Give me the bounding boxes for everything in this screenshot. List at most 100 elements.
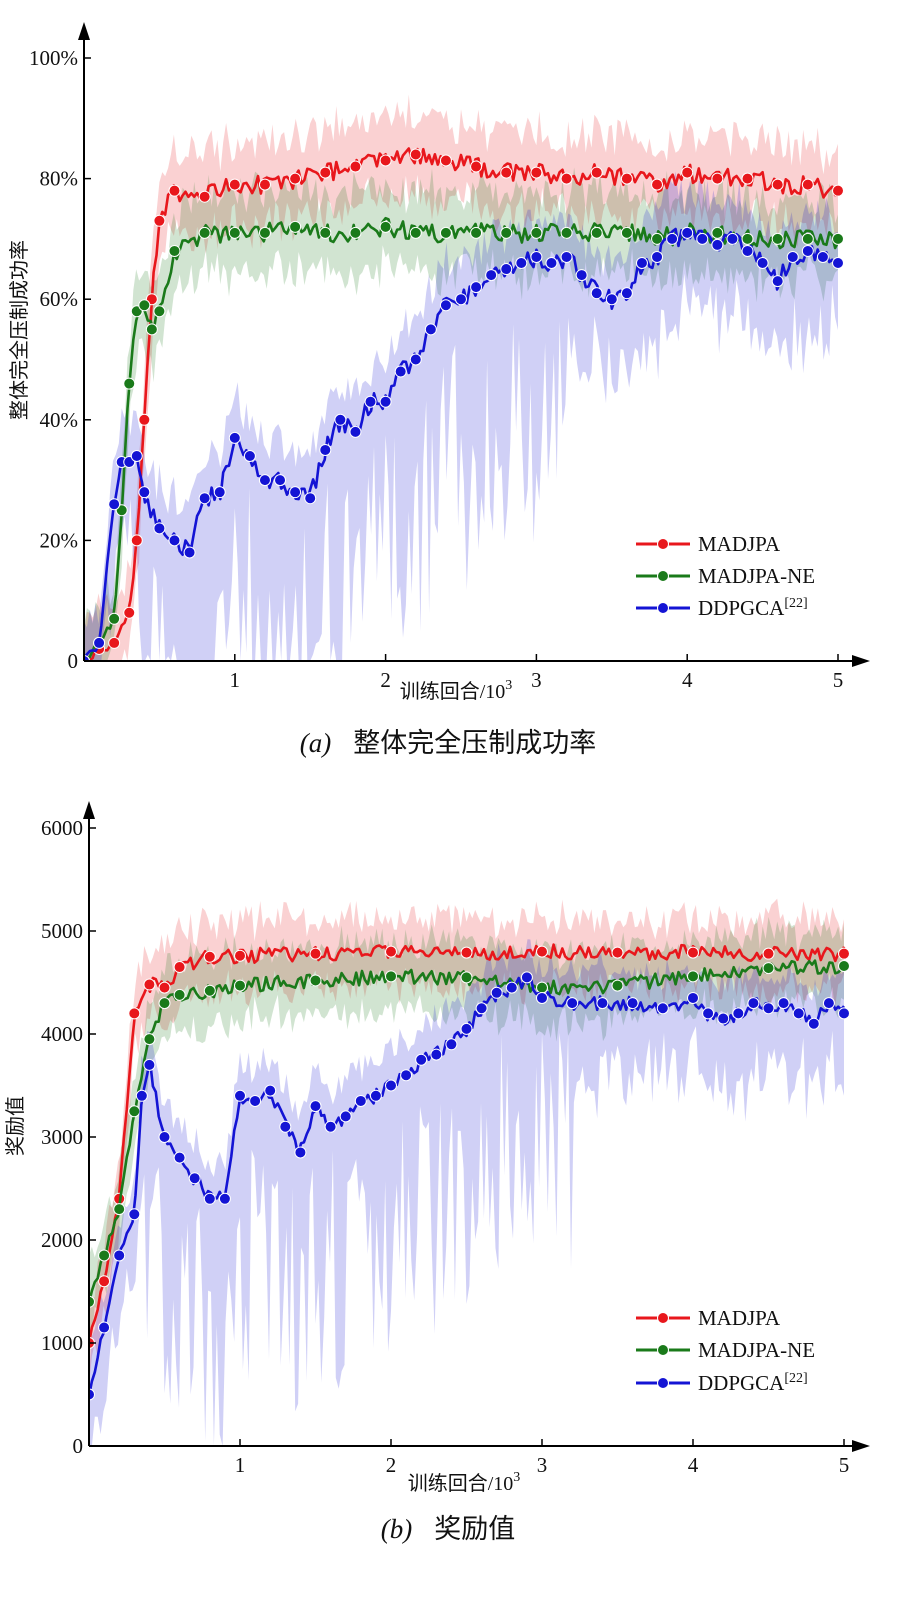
data-point-madjpa (143, 978, 156, 991)
data-point-ddpgca (379, 395, 392, 408)
data-point-madjpa (234, 949, 246, 962)
data-point-madjpa-ne (611, 979, 624, 992)
data-point-ddpgca (424, 323, 437, 336)
data-point-madjpa (128, 1007, 141, 1020)
data-point-ddpgca (153, 522, 166, 535)
y-tick-label: 5000 (41, 919, 83, 943)
data-point-madjpa (289, 172, 302, 185)
data-point-madjpa-ne (560, 226, 573, 239)
data-point-madjpa (500, 166, 513, 179)
panel-b-x-label: 训练回合/103 (408, 1470, 521, 1495)
y-tick-label: 40% (40, 408, 79, 432)
panel-b-axes (83, 801, 870, 1452)
data-point-ddpgca (218, 1192, 231, 1205)
data-point-ddpgca (756, 257, 769, 270)
y-tick-label: 1000 (41, 1331, 83, 1355)
data-point-madjpa (801, 178, 814, 191)
data-point-madjpa-ne (234, 979, 246, 992)
panel-b-series (89, 943, 850, 1401)
data-point-ddpgca (762, 1002, 775, 1015)
data-point-ddpgca (696, 232, 709, 245)
data-point-ddpgca (470, 281, 483, 294)
data-point-ddpgca (309, 1100, 322, 1113)
data-point-madjpa-ne (138, 299, 151, 312)
data-point-ddpgca (741, 244, 754, 257)
data-point-ddpgca (732, 1007, 745, 1020)
data-point-madjpa (620, 172, 633, 185)
data-point-madjpa (741, 172, 754, 185)
data-point-ddpgca (530, 250, 543, 263)
data-point-madjpa-ne (460, 971, 473, 984)
data-point-madjpa (439, 154, 452, 167)
y-tick-label: 4000 (41, 1022, 83, 1046)
confidence-band-madjpa (84, 94, 838, 661)
data-point-ddpgca (590, 287, 603, 300)
data-point-ddpgca (816, 250, 829, 263)
data-point-ddpgca (113, 1249, 126, 1262)
data-point-madjpa (762, 947, 775, 960)
data-point-ddpgca (364, 395, 377, 408)
data-point-madjpa-ne (123, 377, 136, 390)
panel-a-y-label: 整体完全压制成功率 (8, 240, 31, 420)
confidence-band-madjpa-ne (89, 916, 844, 1351)
x-tick-label: 5 (833, 668, 844, 692)
data-point-madjpa-ne (173, 988, 186, 1001)
data-point-madjpa (319, 166, 332, 179)
data-point-madjpa-ne (289, 220, 302, 233)
y-tick-label: 3000 (41, 1125, 83, 1149)
panel-a-axes (78, 22, 870, 667)
data-point-ddpgca (792, 1007, 805, 1020)
data-point-ddpgca (430, 1048, 443, 1061)
data-point-madjpa (832, 184, 844, 197)
data-point-madjpa (379, 154, 392, 167)
data-point-madjpa-ne (349, 226, 362, 239)
data-point-ddpgca (687, 991, 699, 1004)
confidence-band-madjpa (89, 898, 844, 1387)
data-point-madjpa-ne (203, 984, 216, 997)
data-point-ddpgca (93, 636, 106, 649)
panel-a-x-arrow (852, 655, 870, 667)
data-point-madjpa-ne (801, 232, 814, 245)
legend-label: MADJPA (698, 532, 781, 556)
data-point-ddpgca (575, 269, 588, 282)
data-point-madjpa (560, 172, 573, 185)
data-point-madjpa-ne (651, 232, 664, 245)
data-point-ddpgca (505, 981, 518, 994)
y-tick-label: 20% (40, 528, 79, 552)
data-point-madjpa-ne (832, 232, 844, 245)
data-point-ddpgca (98, 1321, 111, 1334)
data-point-madjpa (838, 947, 850, 960)
data-point-madjpa-ne (228, 226, 241, 239)
data-point-madjpa-ne (145, 323, 158, 336)
data-point-madjpa (203, 950, 216, 963)
x-tick-label: 4 (682, 668, 693, 692)
data-point-madjpa-ne (319, 226, 332, 239)
data-point-ddpgca (369, 1089, 382, 1102)
data-point-madjpa-ne (687, 970, 699, 983)
data-point-madjpa-ne (620, 226, 633, 239)
x-tick-label: 5 (839, 1453, 850, 1477)
data-point-ddpgca (138, 486, 151, 499)
data-point-madjpa-ne (258, 226, 271, 239)
data-point-ddpgca (651, 250, 664, 263)
x-tick-label: 3 (531, 668, 542, 692)
data-point-ddpgca (198, 492, 211, 505)
data-point-ddpgca (415, 1053, 428, 1066)
data-point-ddpgca (128, 1208, 141, 1221)
data-point-madjpa-ne (838, 960, 850, 973)
data-point-madjpa-ne (379, 220, 392, 233)
data-point-ddpgca (324, 1120, 337, 1133)
data-point-ddpgca (243, 449, 256, 462)
panel-b-caption: (b) 奖励值 (381, 1514, 515, 1544)
panel-a-ticks: 1 2 3 4 5 0 20% 40% 60% 80% 100% (29, 46, 843, 692)
data-point-madjpa-ne (108, 612, 121, 625)
data-point-ddpgca (702, 1007, 715, 1020)
data-point-ddpgca (490, 986, 503, 999)
panel-a-x-label: 训练回合/103 (400, 678, 513, 703)
panel-a-y-arrow (78, 22, 90, 40)
data-point-madjpa (651, 178, 664, 191)
data-point-ddpgca (274, 474, 287, 487)
data-point-ddpgca (560, 250, 573, 263)
panel-b-y-arrow (83, 801, 95, 819)
panel-b: 1 2 3 4 5 0 1000 2000 3000 4000 5000 6000 奖励值 训练回合/… (4, 801, 870, 1544)
